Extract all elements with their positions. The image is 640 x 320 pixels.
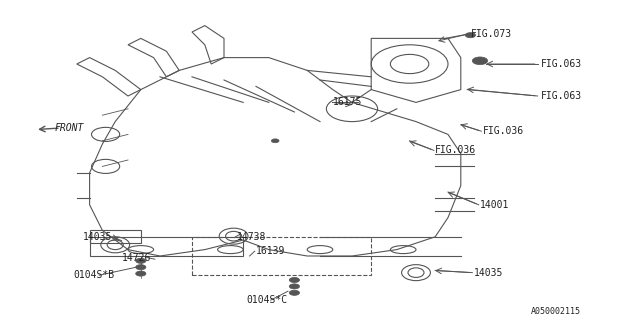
Text: 16139: 16139: [256, 246, 285, 256]
Circle shape: [271, 139, 279, 143]
Text: 14035: 14035: [83, 232, 113, 242]
Circle shape: [136, 258, 146, 263]
Text: 14738: 14738: [237, 232, 266, 242]
Circle shape: [289, 284, 300, 289]
Circle shape: [136, 265, 146, 270]
Text: 14001: 14001: [480, 200, 509, 210]
Text: FIG.036: FIG.036: [483, 126, 524, 136]
Bar: [192, 237, 371, 275]
Text: A050002115: A050002115: [531, 308, 581, 316]
Text: FRONT: FRONT: [54, 123, 84, 133]
Text: 0104S*C: 0104S*C: [246, 295, 287, 305]
Text: 14035: 14035: [474, 268, 503, 278]
Circle shape: [289, 277, 300, 283]
Text: 16175: 16175: [333, 97, 362, 108]
Text: FIG.073: FIG.073: [470, 28, 511, 39]
Text: FIG.036: FIG.036: [435, 145, 476, 156]
Text: FIG.063: FIG.063: [541, 91, 582, 101]
Circle shape: [465, 33, 476, 38]
Text: 0104S*B: 0104S*B: [74, 270, 115, 280]
Circle shape: [289, 290, 300, 295]
Text: 14726: 14726: [122, 252, 151, 263]
Text: FIG.063: FIG.063: [541, 59, 582, 69]
Circle shape: [136, 271, 146, 276]
Circle shape: [472, 57, 488, 65]
